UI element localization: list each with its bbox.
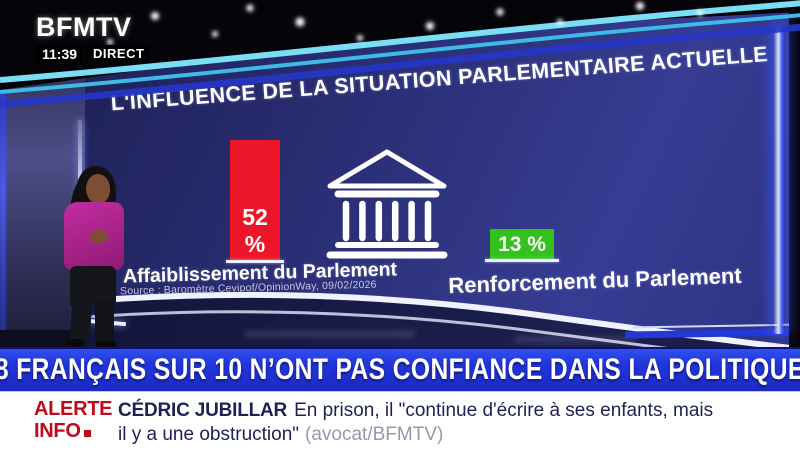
bar-baseline xyxy=(485,259,559,262)
channel-bug: BFMTV 11:39 DIRECT xyxy=(36,12,151,63)
floor-reflection xyxy=(245,331,415,337)
presenter-face xyxy=(86,174,110,204)
live-badge: DIRECT xyxy=(87,45,151,63)
alert-info-badge: ALERTE INFO xyxy=(34,398,118,443)
floor-reflection xyxy=(515,337,635,342)
presenter xyxy=(8,160,138,347)
presenter-hands xyxy=(90,230,108,243)
studio-scene: L'INFLUENCE DE LA SITUATION PARLEMENTAIR… xyxy=(0,0,800,347)
bar-value-label: 52 % xyxy=(242,204,268,257)
alert-square-icon xyxy=(83,429,91,437)
screen-right-edge-light xyxy=(773,26,785,334)
bar-value-label: 13 % xyxy=(498,233,546,256)
headline-banner: 8 FRANÇAIS SUR 10 N’ONT PAS CONFIANCE DA… xyxy=(0,347,800,391)
wall-led-strip xyxy=(0,88,6,347)
presenter-shoe xyxy=(66,339,85,346)
alert-line2: INFO xyxy=(34,420,118,443)
bar-renforcement: 13 % xyxy=(490,229,554,259)
headline-text: 8 FRANÇAIS SUR 10 N’ONT PAS CONFIANCE DA… xyxy=(0,353,800,386)
category-label-renforcement: Renforcement du Parlement xyxy=(447,262,743,299)
parliament-building-icon xyxy=(326,149,448,259)
presenter-leg xyxy=(95,300,114,344)
bfmtv-logo: BFMTV xyxy=(36,12,132,42)
bar-baseline xyxy=(226,260,284,263)
bar-affaiblissement: 52 % xyxy=(230,140,280,260)
presenter-leg xyxy=(69,299,93,343)
studio-screen: L'INFLUENCE DE LA SITUATION PARLEMENTAIR… xyxy=(85,0,800,347)
news-ticker: ALERTE INFO CÉDRIC JUBILLAR En prison, il… xyxy=(0,391,800,450)
ticker-text-block: CÉDRIC JUBILLAR En prison, il "continue d… xyxy=(118,399,763,448)
clock: 11:39 xyxy=(36,45,84,63)
ticker-subject: CÉDRIC JUBILLAR xyxy=(118,400,288,421)
alert-line1: ALERTE xyxy=(34,398,113,420)
screen-right-bezel xyxy=(789,0,800,347)
chart-title: L'INFLUENCE DE LA SITUATION PARLEMENTAIR… xyxy=(109,42,769,116)
ticker-attribution: (avocat/BFMTV) xyxy=(305,424,444,446)
ticker-line1: En prison, il "continue d'écrire à ses e… xyxy=(294,400,714,421)
presenter-shoe xyxy=(96,341,117,347)
ticker-line2: il y a une obstruction" xyxy=(118,424,300,446)
